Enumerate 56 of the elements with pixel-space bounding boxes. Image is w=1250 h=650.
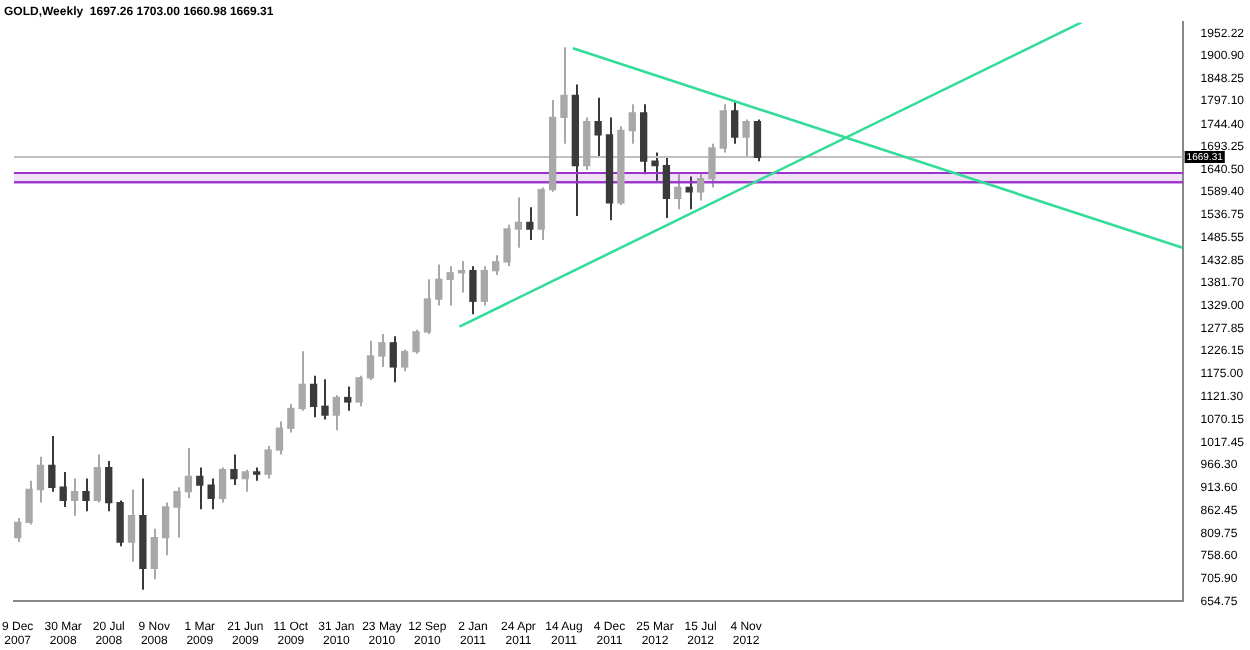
- candlestick: [514, 196, 523, 249]
- candlestick: [480, 265, 488, 307]
- candlestick: [537, 186, 545, 241]
- candlestick: [594, 96, 602, 158]
- candlestick: [218, 466, 227, 504]
- candlestick: [708, 142, 716, 189]
- candlestick: [287, 403, 295, 434]
- candlestick: [696, 173, 705, 202]
- candlestick: [435, 263, 443, 307]
- candlestick: [389, 335, 397, 384]
- candlestick: [127, 488, 136, 563]
- candlestick: [719, 103, 727, 154]
- candlestick: [161, 501, 170, 557]
- candlestick: [70, 477, 79, 517]
- candlestick: [742, 118, 750, 158]
- candlestick: [469, 265, 477, 316]
- candlestick: [105, 460, 113, 513]
- candlestick: [264, 444, 272, 480]
- candlestick: [309, 374, 318, 419]
- candlestick: [526, 206, 534, 241]
- candlestick: [492, 254, 500, 276]
- candlestick: [503, 223, 511, 268]
- candlestick: [36, 455, 45, 504]
- candlestick: [423, 278, 432, 336]
- candlestick: [446, 265, 454, 307]
- candlestick: [753, 118, 762, 163]
- candlestick: [674, 173, 682, 211]
- candlestick: [628, 103, 636, 145]
- candlestick: [173, 486, 181, 539]
- candlestick: [196, 466, 204, 511]
- candlestick: [59, 470, 67, 508]
- candlestick: [116, 499, 124, 548]
- candlestick: [298, 350, 306, 412]
- candlestick: [184, 446, 193, 500]
- candlestick: [230, 453, 238, 487]
- candlestick: [560, 46, 568, 145]
- candlestick: [378, 333, 386, 368]
- candlestick: [731, 100, 739, 145]
- candlestick: [332, 394, 341, 432]
- candlestick: [366, 339, 375, 382]
- candlestick: [412, 328, 420, 355]
- candlestick: [241, 468, 249, 493]
- candlestick: [321, 378, 329, 421]
- candlestick: [93, 453, 102, 504]
- candlestick: [400, 348, 409, 373]
- candlestick: [344, 385, 352, 412]
- candlestick: [207, 477, 215, 511]
- candlestick: [651, 151, 659, 182]
- candlestick: [150, 527, 158, 581]
- candlestick: [48, 435, 56, 493]
- candlestick: [275, 420, 284, 456]
- candlestick: [25, 479, 33, 526]
- candlestick: [82, 477, 90, 513]
- candlestick: [662, 155, 671, 220]
- candlestick: [355, 374, 363, 408]
- candlestick: [583, 116, 591, 171]
